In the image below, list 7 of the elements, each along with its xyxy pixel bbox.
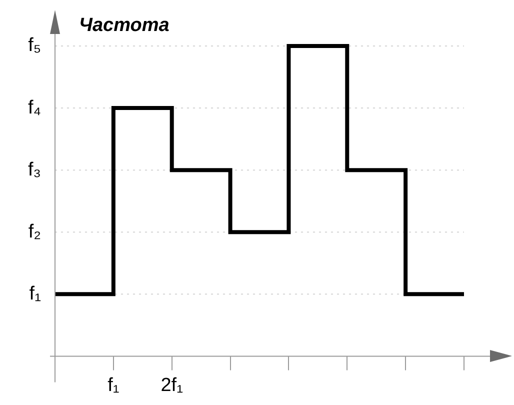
ref-line-label: f₁ bbox=[29, 283, 41, 304]
ref-line-label: f₂ bbox=[28, 221, 41, 242]
y-axis-title: Частота bbox=[79, 15, 170, 36]
ref-line-label: f₃ bbox=[28, 159, 41, 180]
ref-line-label: f₅ bbox=[28, 35, 41, 56]
ref-line-label: f₄ bbox=[28, 97, 42, 118]
x-tick-label: 2f₁ bbox=[160, 374, 183, 396]
